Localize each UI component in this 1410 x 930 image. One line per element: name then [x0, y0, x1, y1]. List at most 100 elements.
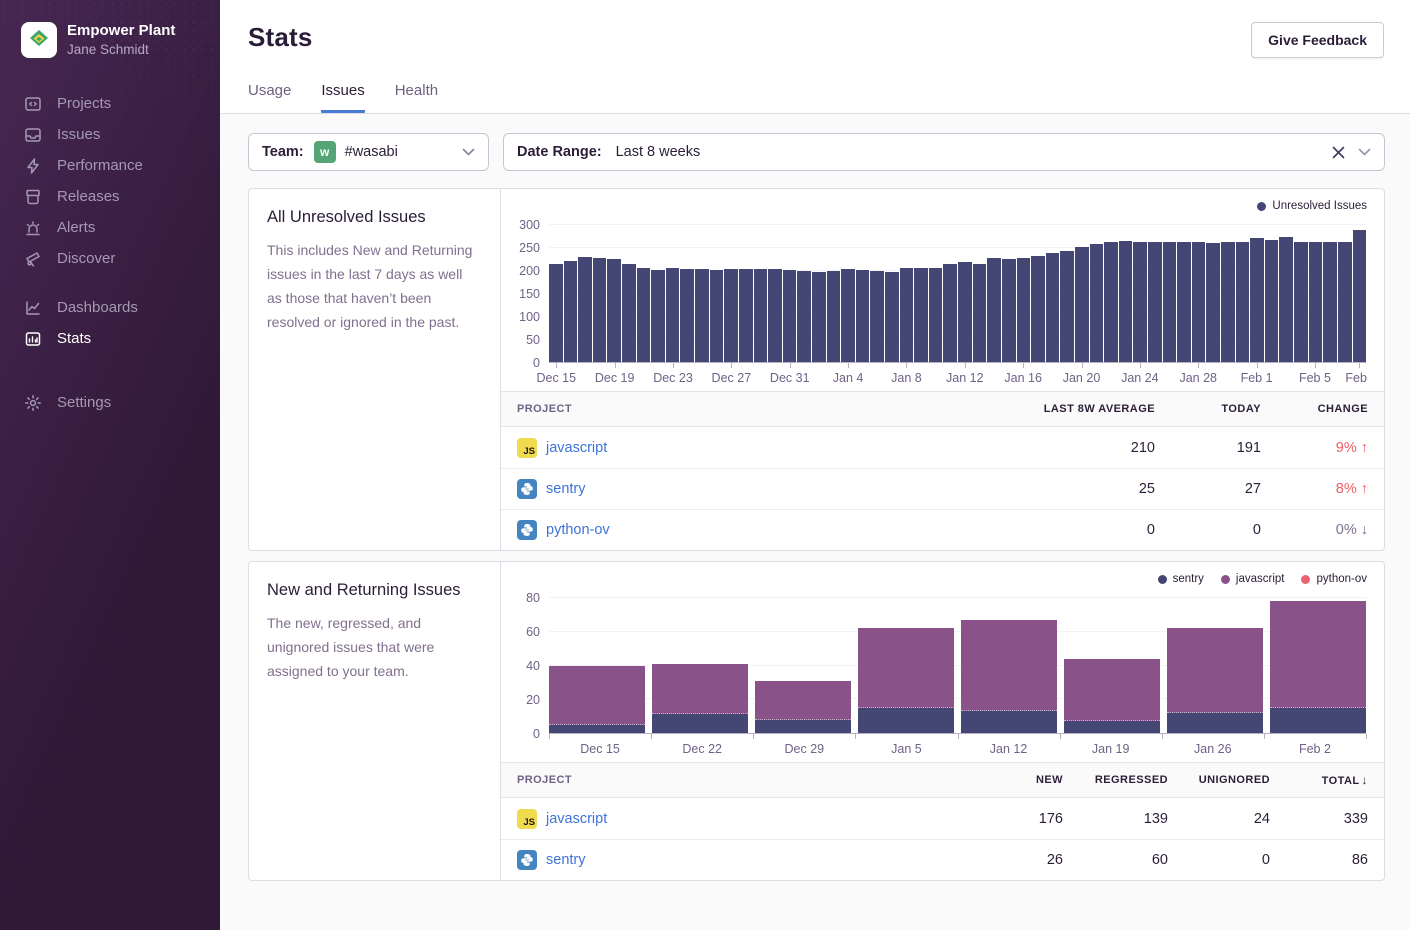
- chart-bar: [1192, 242, 1206, 362]
- chart-bar: [841, 269, 855, 362]
- x-axis-tick: [731, 363, 732, 368]
- change-value: 8% ↑: [1261, 481, 1368, 497]
- project-link[interactable]: javascript: [546, 811, 607, 827]
- legend-item[interactable]: sentry: [1158, 573, 1204, 585]
- sidebar-item-performance[interactable]: Performance: [0, 150, 220, 181]
- tab-usage[interactable]: Usage: [248, 82, 291, 113]
- x-axis-tick: [965, 363, 966, 368]
- panel-subtitle: This includes New and Returning issues i…: [267, 238, 480, 334]
- javascript-icon: JS: [517, 809, 537, 829]
- chart-bar: [1060, 251, 1074, 362]
- legend-dot-icon: [1158, 575, 1167, 584]
- sidebar-item-alerts[interactable]: Alerts: [0, 212, 220, 243]
- org-switcher[interactable]: Empower Plant Jane Schmidt: [0, 22, 220, 58]
- main-content: Stats Give Feedback Usage Issues Health …: [220, 0, 1410, 930]
- python-icon: [517, 479, 537, 499]
- sidebar-item-releases[interactable]: Releases: [0, 181, 220, 212]
- table-row: JSjavascript 210 191 9% ↑: [501, 427, 1384, 468]
- python-icon: [517, 520, 537, 540]
- chart-bar: [1133, 242, 1147, 362]
- x-axis-tick-label: Dec 15: [536, 371, 576, 385]
- stats-icon: [24, 330, 42, 348]
- col-total-sort[interactable]: TOTAL↓: [1270, 773, 1368, 787]
- sidebar-item-projects[interactable]: Projects: [0, 88, 220, 119]
- org-user-name: Jane Schmidt: [67, 41, 175, 59]
- x-axis-tick-label: Dec 31: [770, 371, 810, 385]
- x-axis-tick-label: Dec 22: [682, 742, 722, 756]
- sidebar-item-settings[interactable]: Settings: [0, 387, 220, 418]
- y-axis-tick-label: 50: [526, 333, 540, 347]
- legend-label: javascript: [1236, 573, 1285, 585]
- x-axis-tick: [753, 734, 754, 739]
- team-select[interactable]: Team: W #wasabi: [248, 133, 489, 171]
- unignored-value: 0: [1168, 852, 1270, 868]
- chart-bar: [958, 262, 972, 362]
- date-range-select[interactable]: Date Range: Last 8 weeks: [503, 133, 1385, 171]
- chart-bar: [943, 264, 957, 362]
- col-change: CHANGE: [1261, 403, 1368, 415]
- project-link[interactable]: python-ov: [546, 522, 610, 538]
- sidebar-item-dashboards[interactable]: Dashboards: [0, 292, 220, 323]
- give-feedback-button[interactable]: Give Feedback: [1251, 22, 1384, 58]
- y-axis: 050100150200250300: [509, 225, 549, 363]
- chart-bar-stack: [1167, 598, 1263, 733]
- project-link[interactable]: javascript: [546, 440, 607, 456]
- tab-issues[interactable]: Issues: [321, 82, 364, 113]
- chart-bar: [1017, 258, 1031, 362]
- sidebar-item-issues[interactable]: Issues: [0, 119, 220, 150]
- total-value: 86: [1270, 852, 1368, 868]
- chart-bar: [914, 268, 928, 362]
- javascript-icon: JS: [517, 438, 537, 458]
- x-axis-tick: [1257, 363, 1258, 368]
- chevron-down-icon[interactable]: [1358, 148, 1371, 156]
- chart-bar: [680, 269, 694, 362]
- chart-bar-stack: [1064, 598, 1160, 733]
- legend-item[interactable]: python-ov: [1301, 573, 1367, 585]
- discover-icon: [24, 250, 42, 268]
- y-axis-tick-label: 40: [526, 659, 540, 673]
- project-link[interactable]: sentry: [546, 481, 586, 497]
- chart-bar: [1104, 242, 1118, 362]
- x-axis-tick-label: Jan 19: [1092, 742, 1130, 756]
- sidebar-item-stats[interactable]: Stats: [0, 323, 220, 354]
- panel-title: All Unresolved Issues: [267, 208, 480, 227]
- releases-icon: [24, 188, 42, 206]
- new-returning-issues-chart: sentryjavascriptpython-ov 020406080 Dec …: [501, 562, 1384, 762]
- chart-bar: [593, 258, 607, 362]
- legend-item[interactable]: Unresolved Issues: [1257, 200, 1367, 212]
- filter-bar: Team: W #wasabi Date Range: Last 8 weeks: [248, 133, 1385, 171]
- x-axis-tick-label: Jan 12: [946, 371, 984, 385]
- chart-bar: [637, 268, 651, 362]
- y-axis-tick-label: 250: [519, 241, 540, 255]
- projects-icon: [24, 95, 42, 113]
- chart-bar-segment: [1167, 628, 1263, 712]
- chart-legend: sentry javascript python-ov: [1158, 573, 1367, 585]
- y-axis-tick-label: 0: [533, 356, 540, 370]
- regressed-value: 139: [1063, 811, 1168, 827]
- app-root: Empower Plant Jane Schmidt Projects Issu…: [0, 0, 1410, 930]
- sidebar-item-discover[interactable]: Discover: [0, 243, 220, 274]
- chart-bar: [724, 269, 738, 362]
- x-axis-tick: [1060, 734, 1061, 739]
- x-axis-tick: [848, 363, 849, 368]
- tab-health[interactable]: Health: [395, 82, 438, 113]
- x-axis-tick-label: Dec 19: [595, 371, 635, 385]
- chart-bar-stack: [549, 598, 645, 733]
- col-project: PROJECT: [517, 403, 1025, 415]
- y-axis-tick-label: 150: [519, 287, 540, 301]
- col-today: TODAY: [1155, 403, 1261, 415]
- legend-item[interactable]: javascript: [1221, 573, 1285, 585]
- project-link[interactable]: sentry: [546, 852, 586, 868]
- empower-plant-logo: [27, 28, 51, 52]
- x-axis-tick: [556, 363, 557, 368]
- chart-bar: [929, 268, 943, 362]
- chart-bar-stack: [652, 598, 748, 733]
- chart-bar-stack: [961, 598, 1057, 733]
- panel-description: All Unresolved Issues This includes New …: [249, 189, 501, 550]
- clear-date-icon[interactable]: [1332, 146, 1345, 159]
- date-range-value: Last 8 weeks: [616, 144, 701, 160]
- new-value: 26: [953, 852, 1063, 868]
- today-value: 191: [1155, 440, 1261, 456]
- x-axis-tick: [1359, 363, 1360, 368]
- chart-bar-segment: [755, 720, 851, 734]
